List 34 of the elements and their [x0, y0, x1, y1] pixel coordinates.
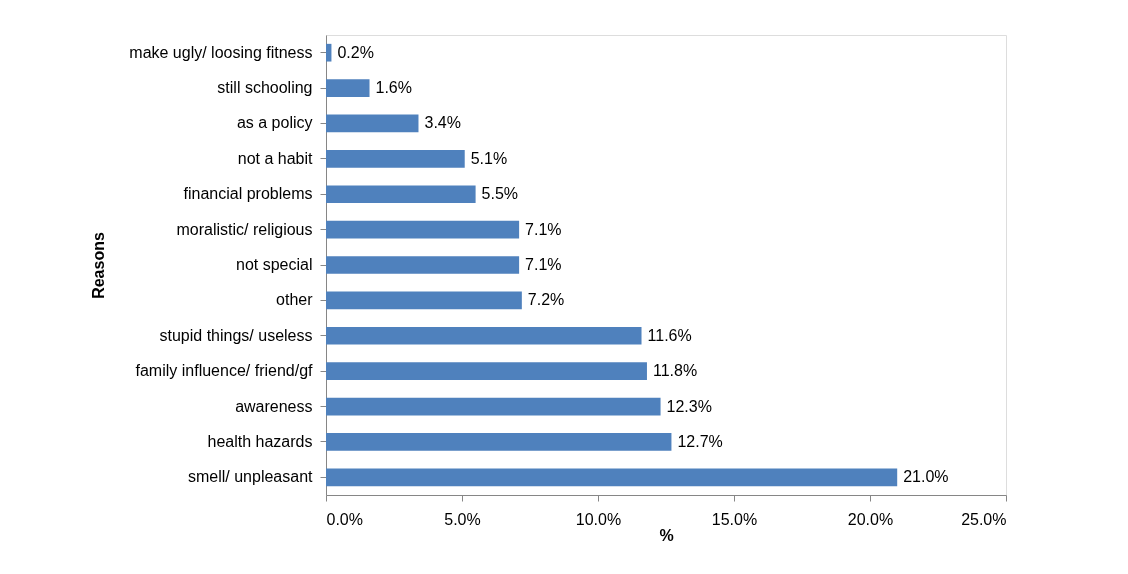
x-tick-label: 20.0%: [847, 510, 894, 528]
data-label: 12.3%: [666, 397, 712, 415]
y-tick-label: moralistic/ religious: [176, 220, 313, 238]
data-label: 5.5%: [481, 185, 519, 203]
x-tick-label: 10.0%: [575, 510, 622, 528]
y-tick-label: make ugly/ loosing fitness: [129, 43, 313, 61]
x-tick-label: 5.0%: [444, 510, 481, 528]
data-label: 11.6%: [647, 326, 692, 344]
data-label: 7.2%: [527, 291, 565, 309]
data-label: 7.1%: [525, 220, 562, 238]
x-axis-title: %: [659, 526, 674, 544]
y-tick-label: other: [276, 291, 314, 309]
data-label: 0.2%: [337, 43, 374, 61]
y-tick-label: as a policy: [236, 114, 313, 132]
data-label: 5.1%: [470, 149, 508, 167]
y-tick-label: not special: [236, 256, 313, 273]
data-label: 1.6%: [375, 79, 412, 97]
data-label: 3.4%: [424, 114, 461, 132]
data-label: 12.7%: [677, 432, 723, 450]
y-tick-label: smell/ unpleasant: [187, 468, 314, 486]
y-tick-label: stupid things/ useless: [159, 326, 313, 344]
data-label: 11.8%: [652, 362, 698, 380]
y-tick-label: awareness: [235, 397, 313, 415]
y-axis-title: Reasons: [90, 232, 108, 299]
y-tick-label: not a habit: [237, 149, 314, 167]
y-tick-label: financial problems: [183, 185, 313, 203]
y-tick-label: family influence/ friend/gf: [135, 362, 314, 380]
y-tick-label: still schooling: [217, 79, 313, 97]
x-tick-label: 15.0%: [711, 510, 758, 528]
data-label: 21.0%: [903, 468, 949, 486]
x-tick-label: 0.0%: [326, 510, 363, 528]
y-tick-label: health hazards: [207, 432, 313, 450]
x-tick-label: 25.0%: [961, 510, 1007, 528]
data-label: 7.1%: [525, 256, 562, 273]
